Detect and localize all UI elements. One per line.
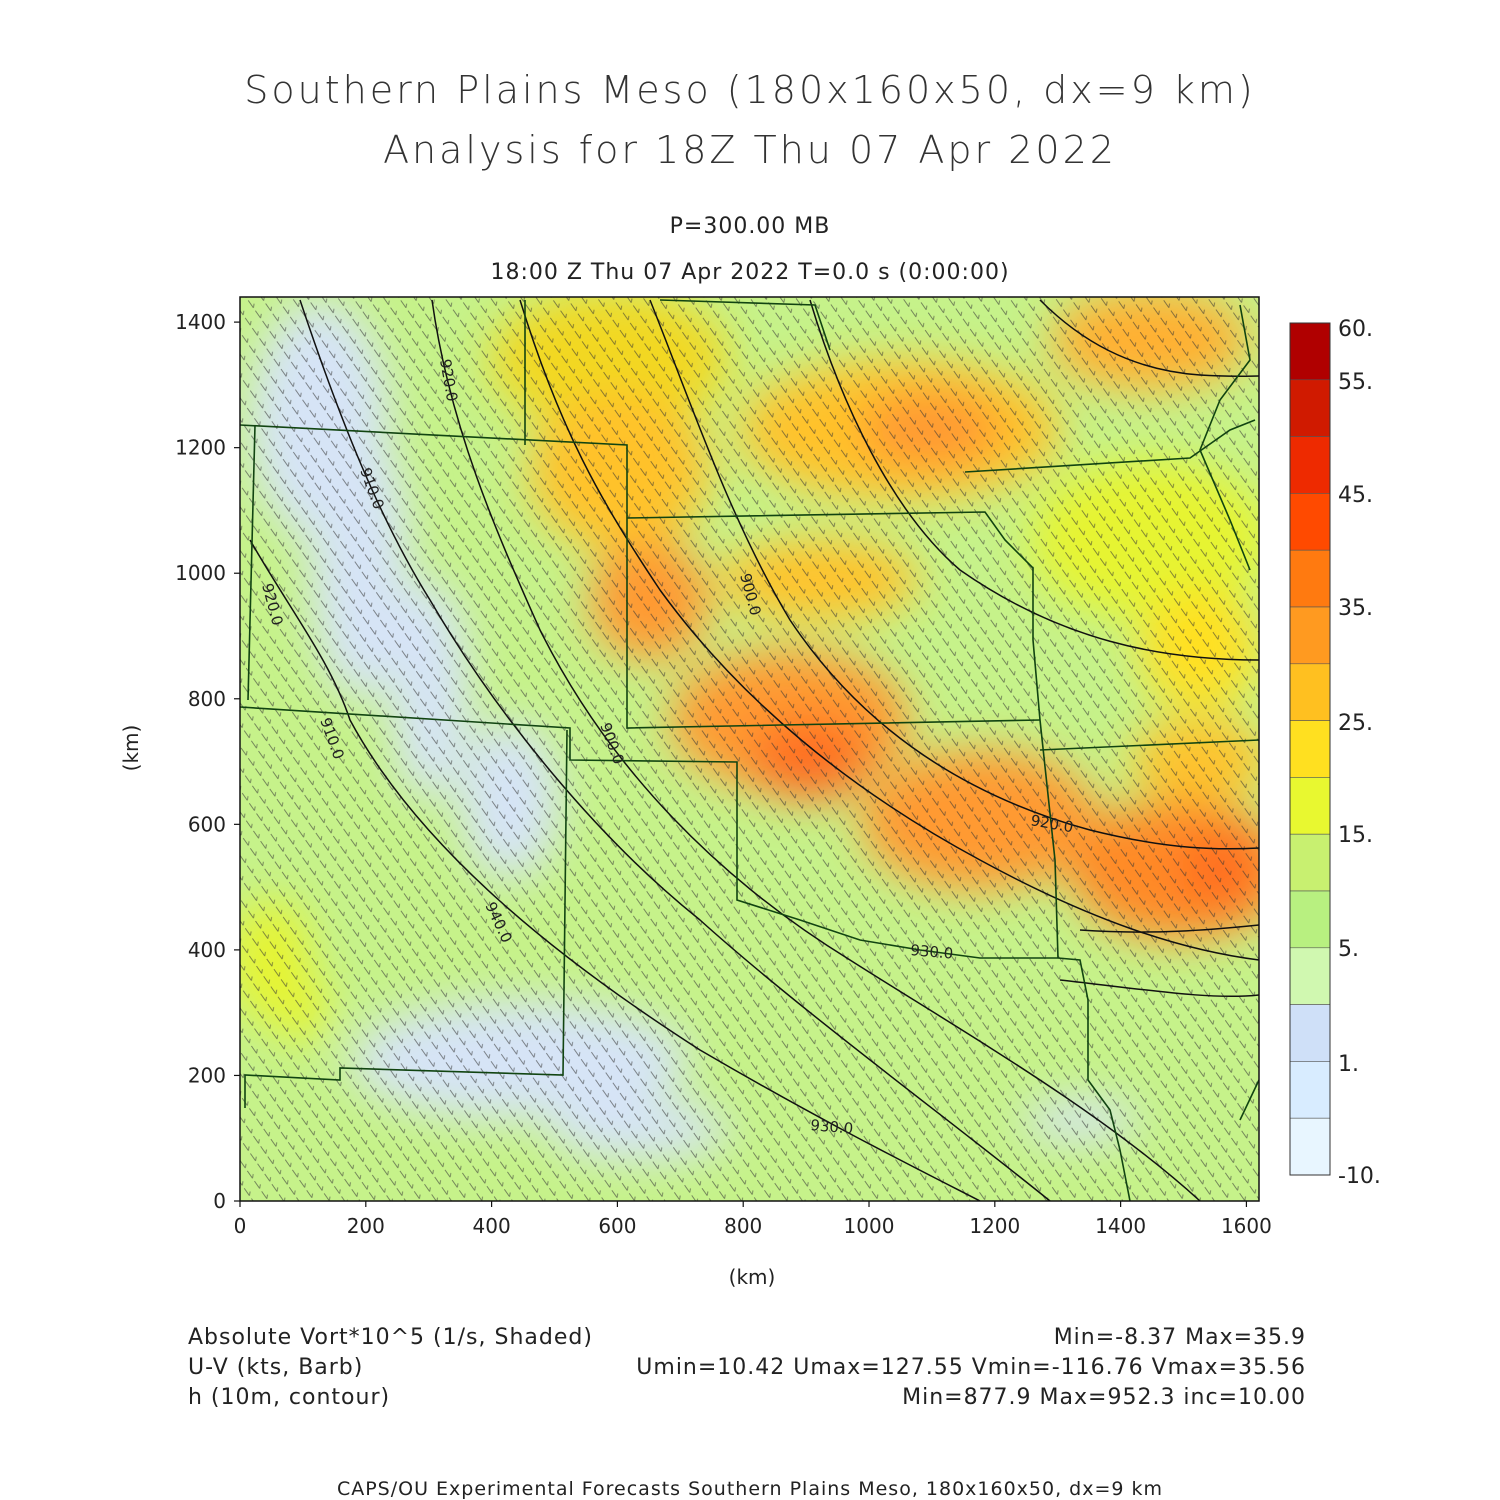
colorbar: 60. 55. 45. 35. 25. 15. 5. 1. -10. <box>1289 317 1381 1189</box>
field1-name: Absolute Vort*10^5 (1/s, Shaded) <box>188 1325 593 1350</box>
colorbar-swatch <box>1289 1004 1331 1062</box>
x-tick-label: 1200 <box>969 1214 1020 1238</box>
colorbar-swatch <box>1289 947 1331 1005</box>
colorbar-swatch <box>1289 493 1331 551</box>
y-tick-label: 1400 <box>175 310 226 334</box>
colorbar-swatch <box>1289 1061 1331 1119</box>
field3-stats: Min=877.9 Max=952.3 inc=10.00 <box>902 1385 1306 1410</box>
field1-stats: Min=-8.37 Max=35.9 <box>1053 1325 1306 1350</box>
y-tick-label: 600 <box>188 812 226 836</box>
contour-label: 930.0 <box>910 941 954 963</box>
colorbar-label: 15. <box>1338 823 1373 848</box>
level-label: P=300.00 MB <box>669 214 831 239</box>
x-tick-label: 400 <box>473 1214 511 1238</box>
x-axis-title: (km) <box>729 1265 776 1289</box>
colorbar-label: 35. <box>1338 596 1373 621</box>
valid-time-label: 18:00 Z Thu 07 Apr 2022 T=0.0 s (0:00:00… <box>490 260 1010 285</box>
vorticity-shading <box>240 297 1259 1201</box>
title-line-1: Southern Plains Meso (180x160x50, dx=9 k… <box>244 68 1256 112</box>
colorbar-swatch <box>1289 322 1331 381</box>
colorbar-swatch <box>1289 890 1331 949</box>
field2-stats: Umin=10.42 Umax=127.55 Vmin=-116.76 Vmax… <box>636 1355 1306 1380</box>
colorbar-swatch <box>1289 606 1331 665</box>
colorbar-swatch <box>1289 549 1331 608</box>
colorbar-label: 25. <box>1338 711 1373 736</box>
x-tick-label: 1400 <box>1095 1214 1146 1238</box>
x-tick-label: 200 <box>347 1214 385 1238</box>
colorbar-swatch <box>1289 777 1331 835</box>
x-tick-label: 1600 <box>1221 1214 1272 1238</box>
height-contours <box>249 299 1259 1201</box>
colorbar-swatch <box>1289 436 1331 494</box>
y-axis: 0 200 400 600 800 1000 1200 1400 <box>175 310 240 1213</box>
field3-name: h (10m, contour) <box>188 1385 391 1410</box>
y-tick-label: 200 <box>188 1063 226 1087</box>
y-tick-label: 400 <box>188 938 226 962</box>
x-tick-label: 0 <box>234 1214 247 1238</box>
colorbar-swatch <box>1289 833 1331 892</box>
field2-name: U-V (kts, Barb) <box>188 1355 364 1380</box>
colorbar-label: 55. <box>1338 370 1373 395</box>
colorbar-label: 5. <box>1338 937 1359 962</box>
colorbar-label: 45. <box>1338 483 1373 508</box>
y-tick-label: 0 <box>213 1189 226 1213</box>
colorbar-label: 60. <box>1338 317 1373 342</box>
colorbar-swatch <box>1289 1117 1331 1176</box>
credit-line: CAPS/OU Experimental Forecasts Southern … <box>336 1478 1164 1500</box>
plot-frame <box>239 296 1260 1202</box>
x-tick-label: 800 <box>724 1214 762 1238</box>
y-tick-label: 1000 <box>175 561 226 585</box>
y-tick-label: 800 <box>188 687 226 711</box>
contour-label: 930.0 <box>810 1116 854 1138</box>
state-boundaries <box>240 299 1259 1201</box>
x-tick-label: 1000 <box>844 1214 895 1238</box>
y-tick-label: 1200 <box>175 436 226 460</box>
x-tick-label: 600 <box>598 1214 636 1238</box>
y-axis-title: (km) <box>119 725 143 772</box>
colorbar-label: -10. <box>1338 1164 1381 1189</box>
title-line-2: Analysis for 18Z Thu 07 Apr 2022 <box>383 128 1117 172</box>
colorbar-label: 1. <box>1338 1052 1359 1077</box>
colorbar-swatch <box>1289 720 1331 778</box>
colorbar-swatch <box>1289 379 1331 437</box>
colorbar-frame <box>1289 322 1331 1176</box>
colorbar-swatch <box>1289 663 1331 721</box>
x-axis: 0 200 400 600 800 1000 1200 1400 1600 <box>234 1201 1272 1238</box>
